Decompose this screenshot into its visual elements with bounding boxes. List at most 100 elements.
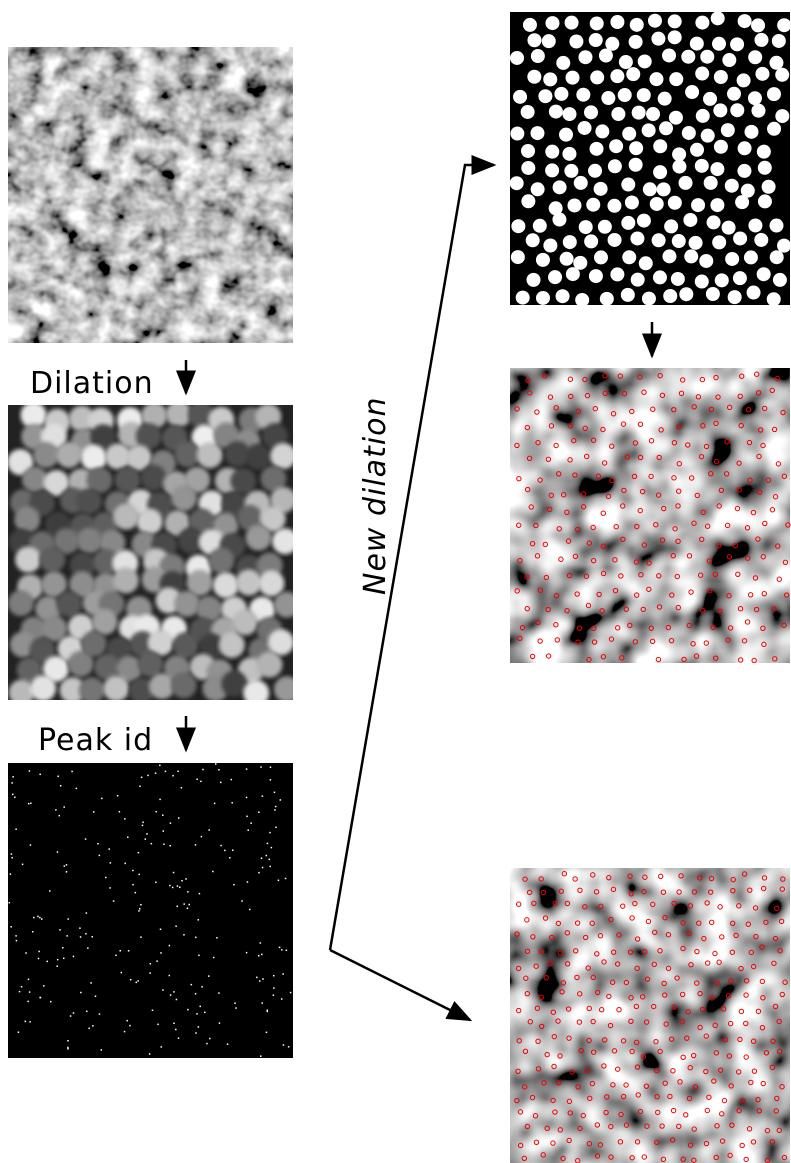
peak <box>93 811 95 813</box>
spot <box>712 37 726 51</box>
blob <box>103 675 129 701</box>
peak <box>139 786 141 788</box>
peak <box>11 782 13 784</box>
peak <box>43 985 45 987</box>
peak <box>169 945 171 947</box>
peak <box>66 935 68 937</box>
peak <box>280 799 282 801</box>
spot <box>689 236 703 250</box>
spot <box>649 72 663 86</box>
peak <box>55 809 57 811</box>
peak <box>80 992 82 994</box>
peak <box>262 867 264 869</box>
peak <box>187 891 189 893</box>
blob <box>274 676 300 702</box>
spot <box>621 288 635 302</box>
blob <box>76 488 102 514</box>
peak <box>70 1015 72 1017</box>
spot <box>643 182 657 196</box>
spot <box>527 70 541 84</box>
spot <box>671 272 685 286</box>
spot <box>744 125 758 139</box>
spot <box>589 269 603 283</box>
spot <box>530 126 544 140</box>
spot <box>682 126 696 140</box>
blob <box>232 609 258 635</box>
blob <box>174 591 200 617</box>
peak <box>162 814 164 816</box>
peak <box>201 986 203 988</box>
peak <box>170 994 172 996</box>
blob <box>113 568 139 594</box>
spot <box>584 234 598 248</box>
peak <box>172 887 174 889</box>
peak <box>195 1032 197 1034</box>
spot <box>755 67 769 81</box>
spot <box>601 91 615 105</box>
detected-image <box>510 368 790 663</box>
spot <box>566 71 580 85</box>
peak <box>18 1031 20 1033</box>
spot <box>545 145 559 159</box>
peak <box>85 933 87 935</box>
peak <box>105 877 107 879</box>
peak <box>204 1012 206 1014</box>
peak <box>259 980 261 982</box>
peak <box>28 979 30 981</box>
peak <box>196 1013 198 1015</box>
peak <box>58 815 60 817</box>
peak <box>95 995 97 997</box>
peak <box>178 817 180 819</box>
spot <box>754 33 768 47</box>
peak <box>195 993 197 995</box>
spot <box>598 220 612 234</box>
spot <box>642 292 656 306</box>
spot <box>711 11 725 25</box>
peak <box>283 1044 285 1046</box>
peak <box>199 1006 201 1008</box>
peak <box>137 980 139 982</box>
binary-image <box>510 11 791 307</box>
spot <box>527 273 541 287</box>
spot <box>531 182 545 196</box>
blob <box>141 465 167 491</box>
spot <box>611 107 625 121</box>
peak <box>234 1002 236 1004</box>
spot <box>510 176 524 190</box>
peak <box>159 799 161 801</box>
figure: Dilation Peak id New dilation <box>0 0 791 1163</box>
spot <box>653 139 667 153</box>
peak <box>14 797 16 799</box>
peak <box>33 917 35 919</box>
blob <box>256 652 282 678</box>
peak <box>130 979 132 981</box>
spot <box>706 287 720 301</box>
blob <box>245 444 271 470</box>
peak <box>142 822 144 824</box>
spot <box>589 33 603 47</box>
spot <box>569 35 583 49</box>
peak <box>76 788 78 790</box>
spot <box>725 179 739 193</box>
spot <box>562 147 576 161</box>
spot <box>669 111 683 125</box>
peak <box>32 931 34 933</box>
spot <box>553 180 567 194</box>
spot <box>629 35 643 49</box>
peak <box>124 818 126 820</box>
spot <box>610 15 624 29</box>
spot <box>721 123 735 137</box>
peak <box>198 919 200 921</box>
peak <box>246 797 248 799</box>
peak <box>109 887 111 889</box>
peak <box>39 774 41 776</box>
peak <box>162 989 164 991</box>
spot <box>510 127 524 141</box>
peak <box>202 769 204 771</box>
peak <box>261 858 263 860</box>
spot <box>772 34 786 48</box>
peak <box>267 843 269 845</box>
peak <box>138 874 140 876</box>
spot <box>767 122 781 136</box>
spot <box>758 194 772 208</box>
